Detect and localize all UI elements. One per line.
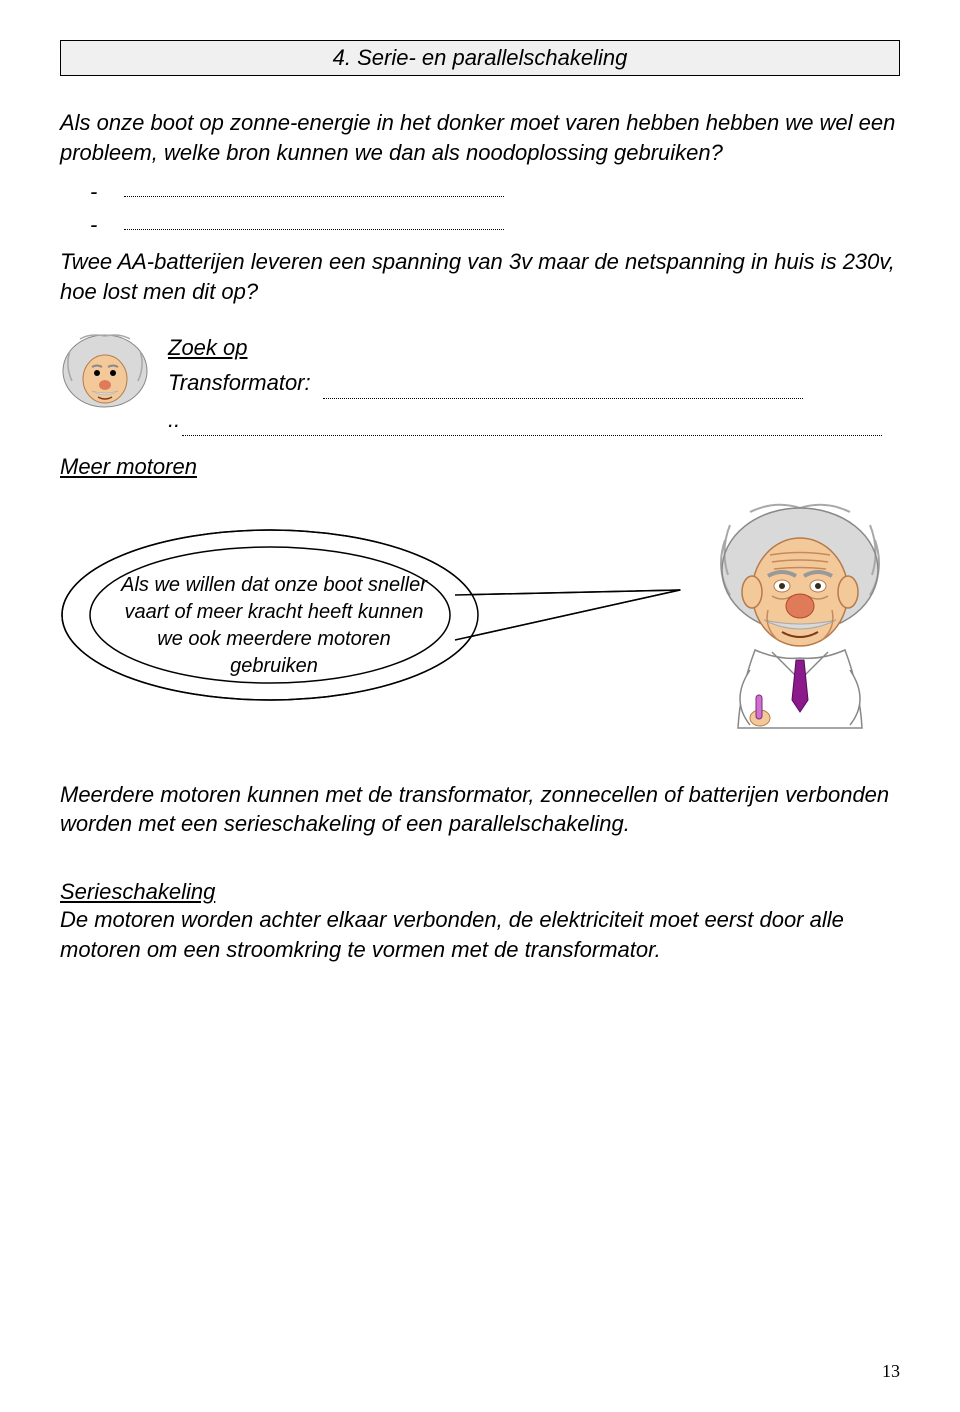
bullet-2: -	[90, 208, 900, 241]
meer-heading: Meer motoren	[60, 454, 900, 480]
bullet-1-fill[interactable]	[124, 175, 504, 197]
title-box: 4. Serie- en parallelschakeling	[60, 40, 900, 76]
zoek-label: Zoek op	[168, 335, 248, 360]
zoek-text: Zoek op Transformator: ..	[168, 331, 900, 436]
question-2: Twee AA-batterijen leveren een spanning …	[60, 247, 900, 306]
bullet-dash: -	[90, 208, 120, 241]
zoek-fill-1[interactable]	[323, 377, 803, 399]
einstein-small-icon	[60, 331, 150, 421]
title-text: 4. Serie- en parallelschakeling	[333, 45, 628, 70]
zoek-cont: ..	[168, 407, 180, 432]
bubble-text: Als we willen dat onze boot sneller vaar…	[114, 572, 434, 680]
bullet-2-fill[interactable]	[124, 208, 504, 230]
bullet-dash: -	[90, 175, 120, 208]
intro-paragraph: Als onze boot op zonne-energie in het do…	[60, 108, 900, 167]
bullet-1: -	[90, 175, 900, 208]
zoek-item: Transformator:	[168, 370, 311, 395]
para-2: Meerdere motoren kunnen met de transform…	[60, 780, 900, 839]
page-number: 13	[882, 1361, 900, 1382]
einstein-large-icon	[700, 500, 900, 730]
para-3: De motoren worden achter elkaar verbonde…	[60, 905, 900, 964]
bubble-row: Als we willen dat onze boot sneller vaar…	[60, 490, 900, 740]
zoek-fill-2[interactable]	[182, 414, 882, 436]
sub-heading: Serieschakeling	[60, 879, 900, 905]
zoek-section: Zoek op Transformator: ..	[60, 331, 900, 436]
